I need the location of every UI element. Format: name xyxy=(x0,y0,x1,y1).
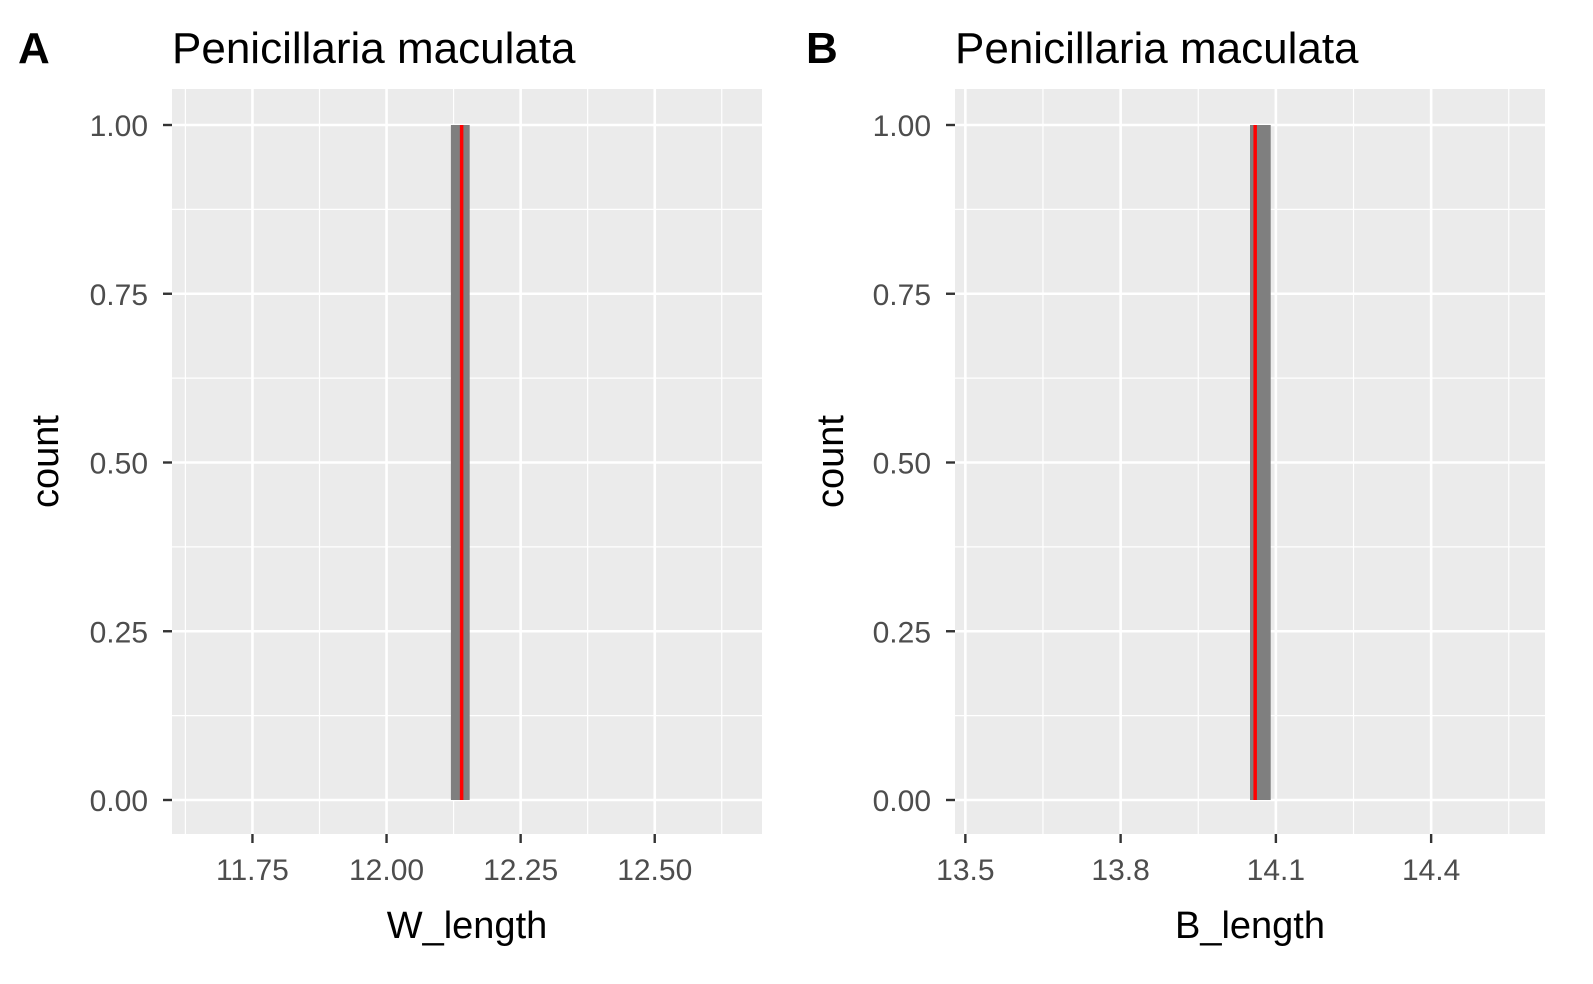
y-tick-label: 1.00 xyxy=(90,110,148,143)
x-axis-label: W_length xyxy=(387,905,548,947)
y-axis-label: count xyxy=(25,415,67,508)
x-tick-label: 11.75 xyxy=(216,854,289,887)
chart-title: Penicillaria maculata xyxy=(955,24,1359,73)
x-tick-label: 13.5 xyxy=(936,854,994,887)
x-tick-label: 13.8 xyxy=(1091,854,1149,887)
chart-title: Penicillaria maculata xyxy=(172,24,576,73)
y-tick-label: 0.25 xyxy=(90,616,148,649)
x-tick-label: 14.4 xyxy=(1402,854,1460,887)
panel-a: 0.00 0.25 0.50 0.75 1.00 11.75 12.00 12.25 12.50… xyxy=(18,24,762,947)
panel-b: 0.00 0.25 0.50 0.75 1.00 13.5 13.8 14.1 14.4 B_le… xyxy=(806,24,1545,947)
panel-tag: B xyxy=(806,24,838,73)
y-tick-label: 0.00 xyxy=(90,785,148,818)
x-tick-label: 12.25 xyxy=(483,854,558,887)
x-tick-label: 12.00 xyxy=(349,854,424,887)
y-tick-label: 0.75 xyxy=(873,279,931,312)
x-tick-label: 12.50 xyxy=(617,854,692,887)
y-tick-label: 0.50 xyxy=(873,448,931,481)
panel-tag: A xyxy=(18,24,50,73)
y-tick-label: 0.00 xyxy=(873,785,931,818)
y-tick-label: 0.75 xyxy=(90,279,148,312)
y-tick-label: 0.50 xyxy=(90,448,148,481)
y-axis-label: count xyxy=(810,415,852,508)
x-tick-label: 14.1 xyxy=(1247,854,1305,887)
y-tick-label: 1.00 xyxy=(873,110,931,143)
x-axis-label: B_length xyxy=(1175,905,1325,947)
histogram-bar xyxy=(1250,125,1271,800)
y-tick-label: 0.25 xyxy=(873,616,931,649)
